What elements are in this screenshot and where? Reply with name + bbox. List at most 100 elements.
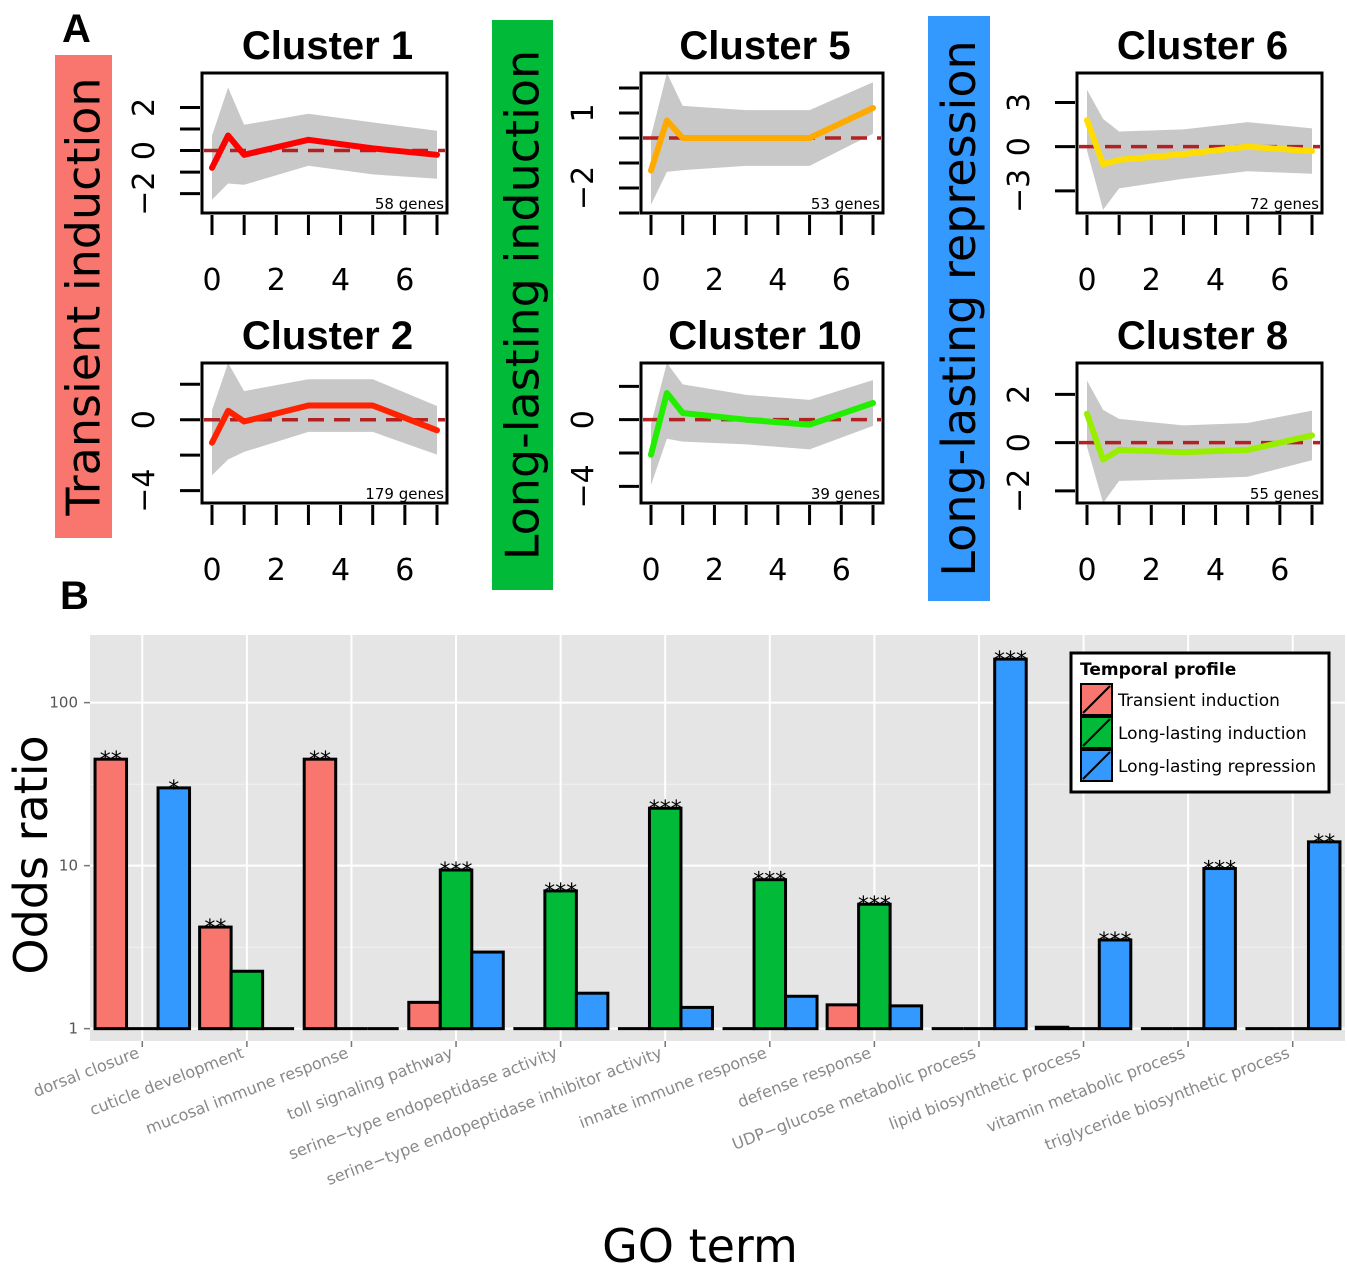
bar	[1306, 840, 1342, 1031]
y-tick-label: −2	[127, 171, 162, 215]
significance-label: **	[100, 748, 122, 773]
legend: Temporal profile Transient induction Long-…	[1069, 651, 1331, 794]
x-tick-label: 0	[1077, 263, 1096, 298]
bar	[857, 902, 892, 1031]
y-tick-label: 1	[566, 103, 601, 122]
cluster-gene-count: 39 genes	[811, 485, 880, 503]
bar	[93, 757, 129, 1031]
x-axis-title: GO term	[602, 1219, 798, 1267]
bar	[1097, 938, 1133, 1031]
bar	[1034, 1025, 1070, 1031]
cluster-gene-count: 179 genes	[365, 485, 444, 503]
x-tick-label: mucosal immune response	[143, 1043, 351, 1138]
bar	[407, 1000, 442, 1031]
x-tick-label: 2	[705, 553, 724, 588]
cluster-frame	[1075, 71, 1324, 215]
bar	[993, 657, 1028, 1031]
cluster-title: Cluster 10	[668, 314, 861, 358]
significance-label: ***	[994, 648, 1027, 673]
y-tick-label: −4	[127, 468, 162, 512]
cluster-frame	[200, 71, 449, 215]
x-tick-label: innate immune response	[576, 1043, 769, 1132]
panel-b: 110100*********************************d…	[4, 635, 1345, 1267]
bar	[156, 786, 192, 1031]
profile-label-box-2	[928, 16, 990, 601]
bar	[438, 868, 474, 1031]
profile-label-0: Transient induction	[57, 77, 111, 516]
y-tick-label: −3	[1002, 169, 1037, 213]
cluster-title: Cluster 1	[242, 24, 413, 68]
cluster-plot-2: Cluster 5 53 genes 0 2 4 6 −2 1	[566, 24, 885, 298]
bar	[574, 991, 610, 1031]
x-tick-label: 0	[202, 263, 221, 298]
legend-swatch-slash	[1082, 718, 1111, 747]
cluster-plot-1: Cluster 2 179 genes 0 2 4 6 −4 0	[127, 314, 449, 588]
x-tick-label: 4	[331, 263, 350, 298]
significance-label: *	[168, 777, 179, 802]
x-tick-label: 0	[202, 553, 221, 588]
significance-label: ***	[858, 893, 891, 918]
legend-box	[1069, 651, 1331, 794]
cluster-title: Cluster 8	[1117, 314, 1288, 358]
x-tick-label: 2	[705, 263, 724, 298]
x-tick-label: 2	[267, 263, 286, 298]
y-tick-label: 0	[127, 410, 162, 429]
x-tick-label: 6	[832, 263, 851, 298]
y-tick-label: −2	[566, 166, 601, 210]
y-tick-label: −4	[566, 464, 601, 508]
cluster-band	[1087, 380, 1312, 503]
y-tick-label: 1	[68, 1020, 78, 1038]
y-axis-title: Odds ratio	[4, 735, 58, 974]
cluster-plot-3: Cluster 10 39 genes 0 2 4 6 −4 0	[566, 314, 885, 588]
legend-swatch-slash	[1082, 685, 1111, 714]
bar	[229, 969, 265, 1031]
y-tick-label: 2	[1002, 385, 1037, 404]
x-tick-label: 4	[331, 553, 350, 588]
legend-entry: Long-lasting induction	[1118, 724, 1307, 744]
legend-swatch-slash	[1082, 751, 1111, 780]
cluster-gene-count: 55 genes	[1250, 485, 1319, 503]
bar	[302, 757, 338, 1031]
profile-label-box-1	[492, 20, 553, 590]
x-tick-label: 6	[395, 553, 414, 588]
y-tick-label: 100	[49, 694, 78, 712]
y-tick-label: 10	[59, 857, 78, 875]
panel-b-label: B	[60, 574, 89, 618]
significance-label: **	[1313, 831, 1335, 856]
x-tick-label: 2	[267, 553, 286, 588]
cluster-centroid-line	[1084, 117, 1315, 168]
x-tick-label: 0	[641, 553, 660, 588]
x-tick-label: 4	[768, 263, 787, 298]
cluster-frame	[639, 361, 885, 505]
profile-label-box-0	[55, 55, 112, 538]
significance-label: ***	[649, 797, 682, 822]
bar	[679, 1005, 714, 1031]
cluster-centroid-line	[648, 390, 876, 458]
significance-label: ***	[1099, 929, 1132, 954]
panel-a-label: A	[62, 7, 91, 51]
legend-title: Temporal profile	[1080, 660, 1236, 680]
profile-label-1: Long-lasting induction	[496, 50, 550, 560]
x-tick-label: 0	[1077, 553, 1096, 588]
x-tick-label: 0	[641, 263, 660, 298]
bar	[752, 878, 788, 1031]
bar	[784, 994, 819, 1031]
x-tick-label: 6	[395, 263, 414, 298]
y-tick-label: 0	[1002, 137, 1037, 156]
significance-label: ***	[1203, 858, 1236, 883]
y-tick-label: 0	[127, 141, 162, 160]
significance-label: ***	[440, 859, 473, 884]
cluster-gene-count: 58 genes	[375, 195, 444, 213]
cluster-plot-5: Cluster 8 55 genes 0 2 4 6 −2 0 2	[1002, 314, 1324, 588]
cluster-centroid-line	[209, 402, 440, 446]
bar	[543, 889, 578, 1031]
y-tick-label: 2	[127, 98, 162, 117]
bar	[1202, 867, 1237, 1031]
bar	[647, 806, 683, 1031]
profile-label-2: Long-lasting repression	[932, 40, 986, 576]
cluster-band	[651, 363, 873, 486]
cluster-centroid-line	[1084, 410, 1315, 463]
cluster-title: Cluster 2	[242, 314, 413, 358]
